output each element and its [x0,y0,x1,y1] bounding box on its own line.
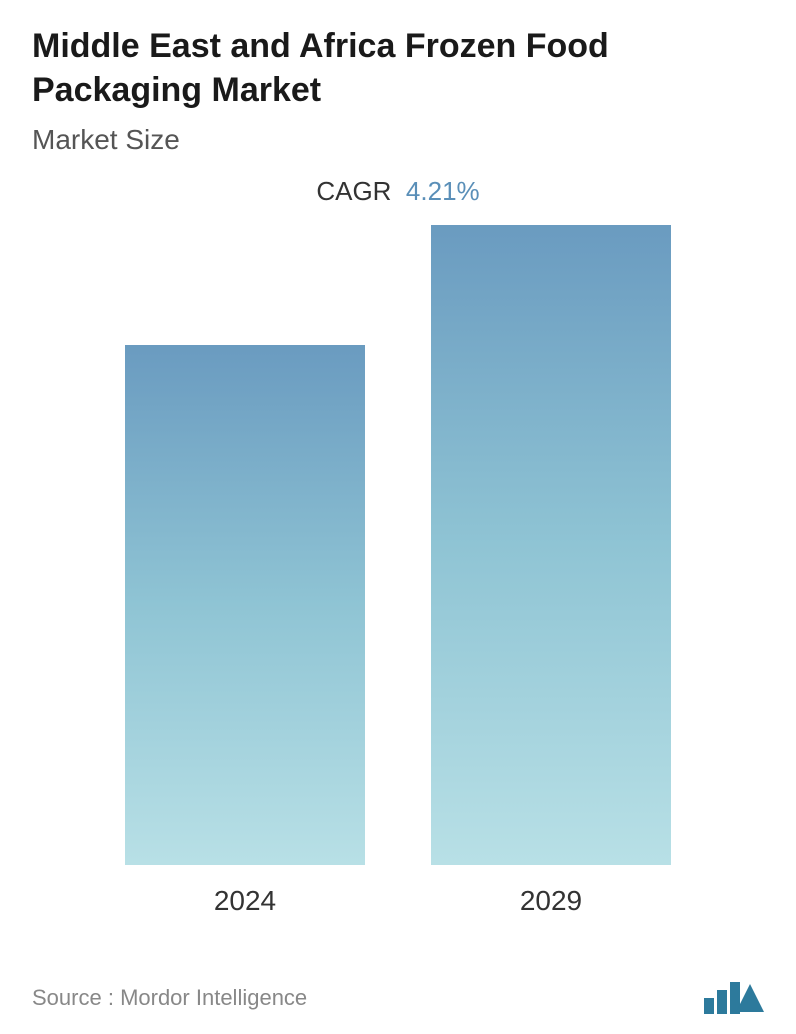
cagr-label: CAGR [316,176,391,206]
footer: Source : Mordor Intelligence [32,982,764,1014]
logo-bar-2 [717,990,727,1014]
bar-group-2029: 2029 [431,225,671,917]
logo-bars-icon [704,982,740,1014]
bar-2029 [431,225,671,865]
bar-label-2029: 2029 [520,885,582,917]
chart-subtitle: Market Size [32,124,764,156]
bar-label-2024: 2024 [214,885,276,917]
cagr-row: CAGR 4.21% [32,176,764,207]
source-name: Mordor Intelligence [120,985,307,1010]
bar-chart: 2024 2029 [32,237,764,917]
logo-bar-1 [704,998,714,1014]
logo-triangle-icon [736,984,764,1012]
bar-2024 [125,345,365,865]
chart-title: Middle East and Africa Frozen Food Packa… [32,24,764,112]
mordor-logo [704,982,764,1014]
source-attribution: Source : Mordor Intelligence [32,985,307,1011]
source-label: Source : [32,985,114,1010]
bar-group-2024: 2024 [125,345,365,917]
cagr-value: 4.21% [406,176,480,206]
